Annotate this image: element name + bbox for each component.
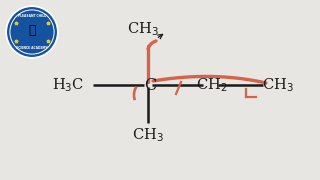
Text: CH$_2$: CH$_2$ <box>196 76 228 94</box>
Text: CH$_3$: CH$_3$ <box>262 76 294 94</box>
Text: CH$_3$: CH$_3$ <box>127 20 159 38</box>
Text: C: C <box>144 76 156 93</box>
Text: PLEASANT CHILD: PLEASANT CHILD <box>18 14 46 18</box>
Circle shape <box>6 6 58 58</box>
Text: SCIENCE ACADEMY: SCIENCE ACADEMY <box>16 46 48 50</box>
Text: 🎓: 🎓 <box>28 24 36 37</box>
Text: CH$_3$: CH$_3$ <box>132 126 164 144</box>
Text: H$_3$C: H$_3$C <box>52 76 84 94</box>
